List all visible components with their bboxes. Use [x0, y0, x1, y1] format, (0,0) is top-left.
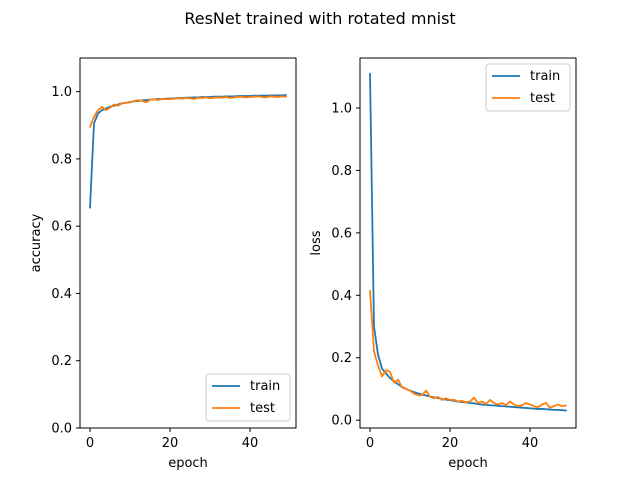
loss-y-tick-label: 0.6 [331, 226, 352, 241]
loss-x-tick-label: 20 [442, 436, 459, 451]
loss-x-axis-label: epoch [448, 456, 488, 471]
loss-plot-frame [359, 57, 577, 429]
loss-y-axis-label: loss [309, 230, 324, 255]
loss-chart: 0 20 40 0.0 0.2 0.4 0.6 0.8 1.0 epoch loss train… [309, 57, 577, 471]
loss-y-tick-label: 1.0 [331, 101, 352, 116]
loss-x-tick-label: 0 [366, 436, 374, 451]
accuracy-y-tick-label: 0.8 [51, 152, 72, 167]
loss-y-tick-label: 0.8 [331, 164, 352, 179]
accuracy-plot-frame [79, 57, 297, 429]
accuracy-x-tick-label: 20 [162, 436, 179, 451]
accuracy-legend: train test [205, 373, 291, 422]
accuracy-x-tick-label: 40 [242, 436, 259, 451]
accuracy-x-axis-label: epoch [168, 456, 208, 471]
legend-label-test: test [250, 401, 275, 416]
loss-legend: train test [485, 63, 571, 112]
loss-series-line-test [369, 289, 567, 409]
accuracy-y-tick-label: 0.4 [51, 287, 72, 302]
accuracy-series-layer [89, 94, 287, 209]
legend-label-train: train [530, 69, 560, 84]
loss-y-tick-label: 0.4 [331, 289, 352, 304]
accuracy-y-tick-label: 1.0 [51, 85, 72, 100]
loss-ticks: 0 20 40 0.0 0.2 0.4 0.6 0.8 1.0 [331, 101, 538, 451]
accuracy-y-tick-label: 0.2 [51, 354, 72, 369]
loss-x-tick-label: 40 [522, 436, 539, 451]
figure-title: ResNet trained with rotated mnist [184, 9, 455, 28]
loss-series-line-train [369, 72, 567, 412]
accuracy-chart: 0 20 40 0.0 0.2 0.4 0.6 0.8 1.0 epoch accuracy t… [29, 57, 297, 471]
accuracy-y-tick-label: 0.0 [51, 422, 72, 437]
loss-y-tick-label: 0.2 [331, 351, 352, 366]
accuracy-y-axis-label: accuracy [29, 213, 44, 272]
accuracy-series-line-train [89, 94, 287, 209]
accuracy-series-line-test [89, 95, 287, 128]
legend-label-test: test [530, 91, 555, 106]
loss-series-layer [369, 72, 567, 412]
accuracy-ticks: 0 20 40 0.0 0.2 0.4 0.6 0.8 1.0 [51, 85, 258, 451]
accuracy-x-tick-label: 0 [86, 436, 94, 451]
loss-y-tick-label: 0.0 [331, 414, 352, 429]
accuracy-y-tick-label: 0.6 [51, 220, 72, 235]
legend-label-train: train [250, 379, 280, 394]
